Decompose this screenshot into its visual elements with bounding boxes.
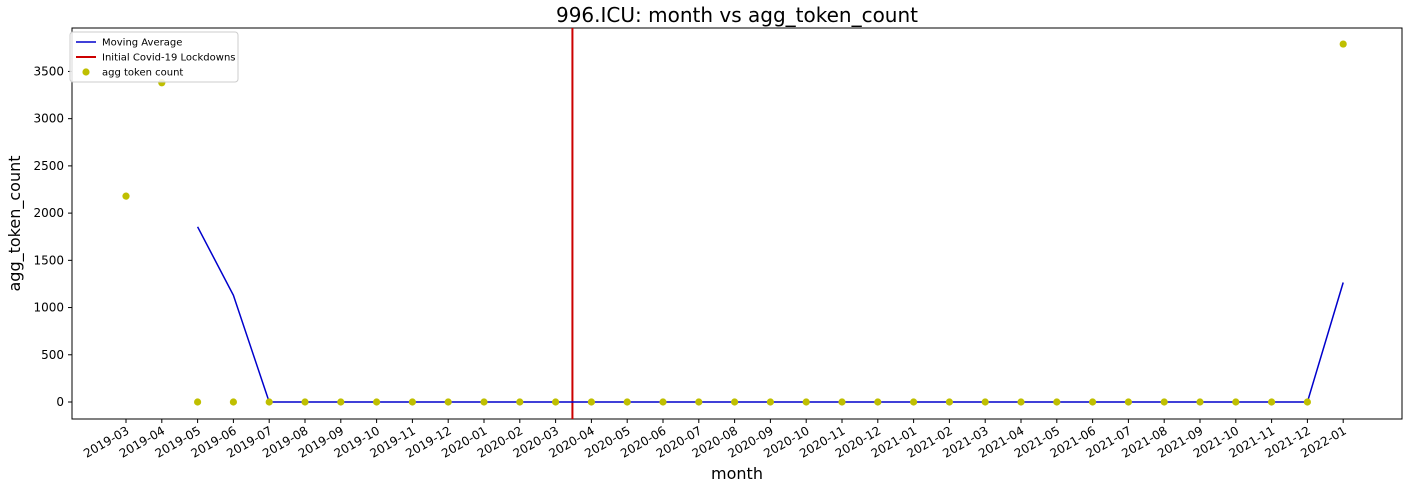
y-tick-label: 0 (56, 395, 64, 409)
scatter-point (337, 398, 345, 406)
moving-average-line (196, 226, 1344, 403)
legend-agg-token-count-swatch (82, 68, 90, 76)
legend-covid-lockdowns-label: Initial Covid-19 Lockdowns (102, 53, 236, 64)
scatter-point (731, 398, 739, 406)
scatter-point (408, 398, 416, 406)
y-tick-label: 3000 (33, 112, 64, 126)
scatter-point (516, 398, 524, 406)
scatter-point (945, 398, 954, 406)
y-tick-label: 1500 (33, 253, 64, 267)
scatter-point (587, 398, 596, 406)
scatter-point (1232, 398, 1240, 406)
y-tick-label: 1000 (33, 301, 64, 315)
scatter-point (1017, 398, 1025, 406)
y-axis: 0 500 1000 1500 2000 2500 3000 3500 (33, 64, 72, 409)
scatter-point (229, 398, 237, 406)
scatter-point (1053, 398, 1061, 406)
scatter-point (838, 398, 846, 406)
scatter-point (265, 398, 273, 406)
y-tick-label: 2500 (33, 159, 64, 173)
scatter-point (659, 398, 667, 406)
scatter-point (802, 398, 810, 406)
x-axis-label: month (711, 464, 763, 483)
scatter-point (1303, 398, 1311, 406)
legend-box (69, 31, 239, 83)
scatter-point (444, 398, 452, 406)
y-tick-label: 2000 (33, 206, 64, 220)
scatter-point (122, 192, 130, 200)
scatter-point (194, 398, 202, 406)
legend: Moving Average Initial Covid-19 Lockdowns… (69, 31, 239, 83)
scatter-point (766, 398, 775, 406)
plot-frame (71, 27, 1403, 420)
scatter-point (910, 398, 918, 406)
y-axis-label: agg_token_count (5, 156, 25, 292)
chart-title: 996.ICU: month vs agg_token_count (556, 3, 918, 27)
scatter-point (1268, 398, 1276, 406)
scatter-point (301, 398, 309, 406)
scatter-point (1124, 398, 1132, 406)
scatter-point (552, 398, 560, 406)
scatter-point (623, 398, 631, 406)
scatter-point (1089, 398, 1097, 406)
scatter-point (695, 398, 703, 406)
x-axis: 2019-032019-042019-052019-062019-072019-… (81, 419, 1349, 461)
legend-moving-average-label: Moving Average (102, 38, 182, 49)
scatter-point (1160, 398, 1168, 406)
scatter-point (1339, 40, 1347, 48)
plot-area (71, 27, 1403, 420)
scatter-point (874, 398, 882, 406)
chart-marks (122, 28, 1347, 419)
y-tick-label: 500 (41, 348, 64, 362)
scatter-point (1196, 398, 1204, 406)
y-tick-label: 3500 (33, 64, 64, 78)
scatter-point (373, 398, 381, 406)
legend-agg-token-count-label: agg token count (102, 68, 183, 79)
scatter-point (480, 398, 488, 406)
scatter-point (981, 398, 989, 406)
